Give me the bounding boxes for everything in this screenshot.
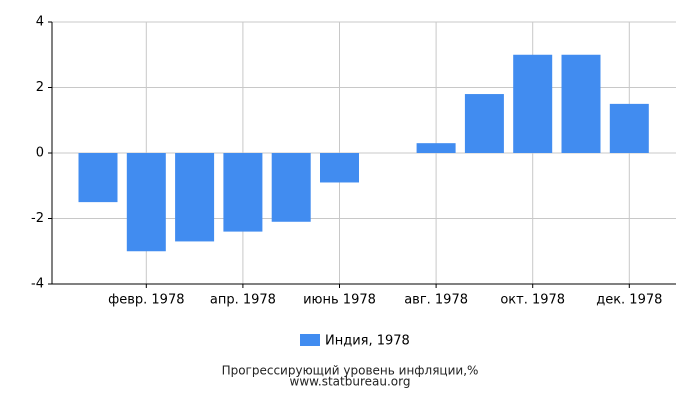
bar [175,153,215,242]
bar [78,153,118,203]
y-tick-label: 2 [36,80,44,95]
legend-swatch [300,334,320,346]
bar [126,153,166,252]
y-tick-label: -2 [31,211,44,226]
x-tick-label: февр. 1978 [108,293,184,308]
bar [513,54,553,153]
x-tick-label: июнь 1978 [303,293,376,308]
bar [271,153,311,222]
x-tick-label: дек. 1978 [596,293,662,308]
bar [561,54,601,153]
chart-subtitle: www.statbureau.org [290,375,411,389]
x-tick-label: апр. 1978 [210,293,276,308]
y-tick-label: -4 [31,277,44,292]
x-tick-label: окт. 1978 [500,293,565,308]
y-tick-label: 0 [36,146,44,161]
x-tick-label: авг. 1978 [404,293,468,308]
bar [464,94,504,153]
bar [223,153,263,232]
bar [416,143,456,153]
bar [609,103,649,153]
bar [320,153,359,183]
legend-label: Индия, 1978 [325,334,410,349]
y-tick-label: 4 [36,15,44,30]
chart-title: Прогрессирующий уровень инфляции,% [222,364,479,378]
